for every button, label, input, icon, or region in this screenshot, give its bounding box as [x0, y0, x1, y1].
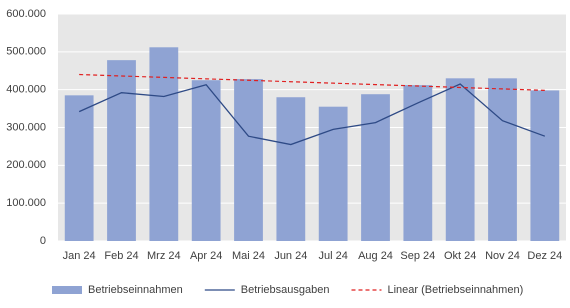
bar — [361, 94, 390, 241]
bar — [488, 78, 517, 241]
x-tick-label: Mrz 24 — [147, 250, 181, 262]
bar — [403, 85, 433, 241]
line — [78, 83, 546, 146]
x-tick-label: Okt 24 — [444, 250, 476, 262]
bar — [318, 106, 348, 241]
x-tick-label: Nov 24 — [485, 250, 520, 262]
bar — [64, 95, 94, 241]
y-tick-label: 600.000 — [6, 8, 46, 20]
bar — [107, 60, 136, 242]
y-tick-label: 500.000 — [6, 46, 46, 58]
bar — [530, 90, 560, 241]
bar — [234, 79, 263, 241]
y-tick-label: 300.000 — [6, 121, 46, 133]
x-tick-label: Jul 24 — [318, 250, 347, 262]
legend-label: Linear (Betriebseinnahmen) — [387, 284, 523, 296]
trend-line — [79, 73, 545, 91]
y-tick-label: 200.000 — [6, 159, 46, 171]
x-tick-label: Jan 24 — [63, 250, 96, 262]
y-tick-label: 400.000 — [6, 84, 46, 96]
bar — [149, 47, 179, 241]
x-tick-label: Dez 24 — [527, 250, 562, 262]
y-tick-label: 100.000 — [6, 197, 46, 209]
x-tick-label: Aug 24 — [358, 250, 393, 262]
legend-label: Betriebseinnahmen — [88, 284, 183, 296]
legend-label: Betriebsausgaben — [241, 284, 330, 296]
legend-swatch — [52, 286, 82, 294]
bar — [276, 97, 306, 241]
bar — [191, 80, 221, 241]
bar — [445, 78, 475, 241]
y-tick-label: 0 — [40, 235, 46, 247]
x-tick-label: Mai 24 — [232, 250, 265, 262]
x-tick-label: Sep 24 — [400, 250, 435, 262]
x-tick-label: Jun 24 — [274, 250, 307, 262]
x-tick-label: Apr 24 — [190, 250, 222, 262]
x-tick-label: Feb 24 — [104, 250, 138, 262]
